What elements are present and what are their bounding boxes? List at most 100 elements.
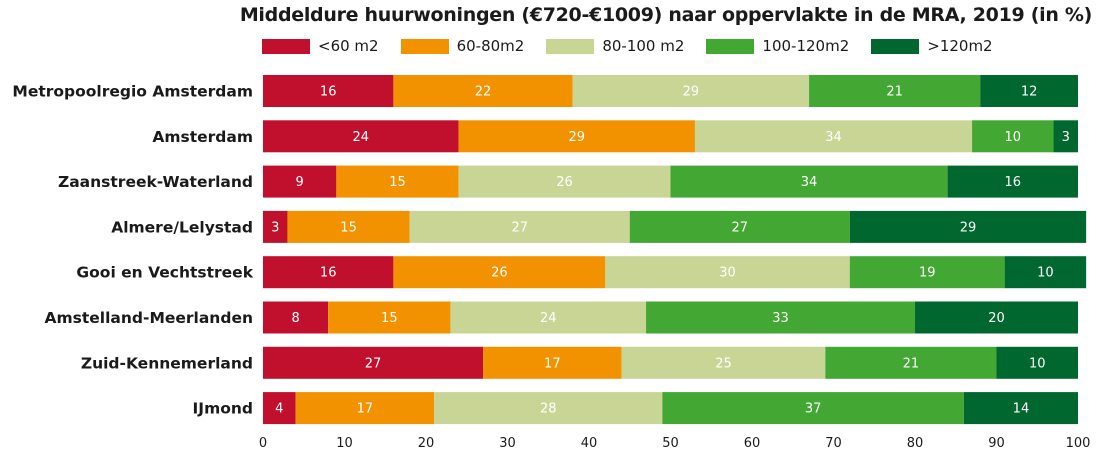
bar-segment <box>458 165 671 198</box>
legend-item-0: <60 m2 <box>262 37 379 55</box>
x-tick-label: 80 <box>907 436 924 451</box>
data-label: 16 <box>320 85 337 100</box>
bar-segment <box>263 120 459 153</box>
data-label: 22 <box>475 85 492 100</box>
x-tick-label: 30 <box>499 436 516 451</box>
bar-segment <box>849 210 1087 243</box>
bar-segment <box>263 392 296 425</box>
bar-segment <box>263 346 484 379</box>
bar-segment <box>393 256 606 289</box>
data-label: 15 <box>340 220 357 235</box>
bar-segment <box>263 210 288 243</box>
data-label: 28 <box>540 402 557 417</box>
x-tick-label: 70 <box>825 436 842 451</box>
data-label: 10 <box>1037 266 1054 281</box>
data-label: 4 <box>275 402 283 417</box>
data-label: 20 <box>988 311 1005 326</box>
bar-segment <box>670 165 948 198</box>
legend-item-2: 80-100 m2 <box>546 37 684 55</box>
data-label: 33 <box>772 311 789 326</box>
data-label: 27 <box>511 220 528 235</box>
bar-segment <box>662 392 964 425</box>
x-tick-label: 40 <box>581 436 598 451</box>
bar-segment <box>328 301 451 334</box>
data-label: 10 <box>1029 356 1046 371</box>
x-tick-label: 90 <box>988 436 1005 451</box>
data-label: 17 <box>357 402 374 417</box>
legend-swatch <box>871 38 920 54</box>
legend-item-4: >120m2 <box>871 37 993 55</box>
x-tick-label: 60 <box>744 436 761 451</box>
bar-segment <box>646 301 915 334</box>
category-label: Amsterdam <box>152 128 253 146</box>
bar-segment <box>483 346 622 379</box>
data-label: 30 <box>719 266 736 281</box>
x-tick-label: 0 <box>259 436 267 451</box>
chart-title: Middeldure huurwoningen (€720-€1009) naa… <box>239 4 1092 26</box>
bar-segment <box>1004 256 1087 289</box>
legend: <60 m2 60-80m2 80-100 m2 100-120m2 >120m2 <box>262 36 1015 56</box>
bar-segment <box>1053 120 1078 153</box>
data-label: 3 <box>1062 130 1070 145</box>
category-label: Gooi en Vechtstreek <box>76 264 253 282</box>
bar-segment <box>263 75 394 107</box>
data-label: 8 <box>291 311 299 326</box>
category-label: Metropoolregio Amsterdam <box>12 83 253 101</box>
bar-segment <box>434 392 663 425</box>
bar-segment <box>629 210 850 243</box>
bar-segment <box>295 392 435 425</box>
bar-segment <box>393 75 573 107</box>
bar-segment <box>972 120 1054 153</box>
legend-swatch <box>262 38 310 54</box>
data-label: 16 <box>320 266 337 281</box>
data-label: 19 <box>919 266 936 281</box>
bar-segment <box>409 210 630 243</box>
data-label: 16 <box>1005 175 1022 190</box>
bar-segment <box>980 75 1078 107</box>
category-label: IJmond <box>193 400 253 418</box>
legend-label: 60-80m2 <box>456 37 525 55</box>
data-label: 29 <box>569 130 586 145</box>
legend-swatch <box>546 38 595 54</box>
bar-segment <box>996 346 1078 379</box>
data-label: 24 <box>353 130 370 145</box>
legend-item-1: 60-80m2 <box>400 37 525 55</box>
data-label: 15 <box>381 311 398 326</box>
bar-segment <box>825 346 997 379</box>
bar-segment <box>572 75 810 107</box>
data-label: 34 <box>801 175 818 190</box>
data-label: 14 <box>1013 402 1030 417</box>
data-label: 27 <box>732 220 749 235</box>
category-label: Zuid-Kennemerland <box>81 354 253 372</box>
data-label: 10 <box>1005 130 1022 145</box>
bar-segment <box>263 165 337 198</box>
legend-label: <60 m2 <box>318 37 379 55</box>
legend-swatch <box>706 38 755 54</box>
x-tick-label: 10 <box>336 436 353 451</box>
bar-segment <box>849 256 1005 289</box>
data-label: 17 <box>544 356 561 371</box>
category-label: Zaanstreek-Waterland <box>58 173 253 191</box>
bar-segment <box>458 120 695 153</box>
data-label: 29 <box>960 220 977 235</box>
data-label: 37 <box>805 402 822 417</box>
bar-segment <box>263 256 394 289</box>
data-label: 24 <box>540 311 557 326</box>
legend-swatch <box>400 38 449 54</box>
x-tick-label: 20 <box>418 436 435 451</box>
data-label: 27 <box>365 356 382 371</box>
bar-segment <box>621 346 826 379</box>
category-label: Amstelland-Meerlanden <box>45 309 254 327</box>
data-label: 12 <box>1021 85 1038 100</box>
data-label: 34 <box>825 130 842 145</box>
x-tick-label: 50 <box>662 436 679 451</box>
bar-segment <box>450 301 647 334</box>
bar-segment <box>263 301 329 334</box>
bar-segment <box>809 75 981 107</box>
data-label: 21 <box>903 356 920 371</box>
bar-segment <box>947 165 1078 198</box>
data-label: 15 <box>389 175 406 190</box>
data-label: 26 <box>556 175 573 190</box>
legend-label: 80-100 m2 <box>602 37 685 55</box>
x-tick-label: 100 <box>1066 436 1091 451</box>
